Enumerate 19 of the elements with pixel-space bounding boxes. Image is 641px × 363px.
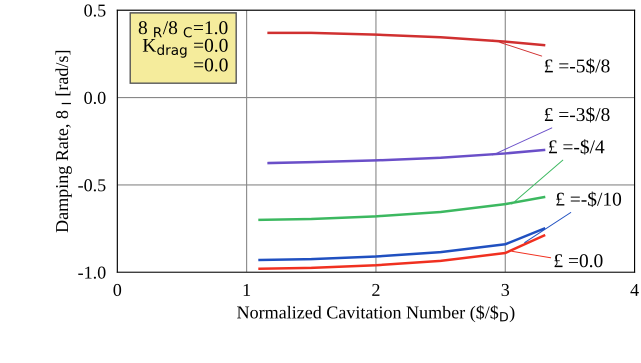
- x-axis-title: Normalized Cavitation Number ($/$$_{D}$): [237, 305, 514, 322]
- annotation: 8 $_{R}$/8 $_{C}$=1.0: [138, 21, 228, 38]
- x-tick-label: 0: [113, 284, 122, 296]
- x-tick-label: 4: [630, 284, 639, 296]
- y-tick-label: 0.5: [84, 4, 106, 17]
- x-tick-label: 2: [372, 284, 380, 296]
- annotation: £ =-3$/8: [544, 106, 610, 122]
- annotation: =0.0: [194, 58, 228, 72]
- annotation: £ =0.0: [554, 254, 603, 268]
- y-tick-label: -1.0: [78, 266, 106, 279]
- y-axis-title: Damping Rate, 8 $_{I}$ [rad/s]: [55, 50, 72, 232]
- y-tick-label: 0.0: [84, 92, 106, 104]
- annotation: K$_{drag}$ =0.0: [142, 38, 228, 58]
- y-tick-label: -0.5: [78, 179, 106, 192]
- annotation: £ =-$/10: [556, 191, 622, 208]
- x-tick-label: 1: [244, 284, 250, 296]
- x-tick-label: 3: [502, 284, 510, 296]
- annotation: £ =-$/4: [548, 139, 604, 155]
- annotation: £ =-5$/8: [544, 58, 610, 74]
